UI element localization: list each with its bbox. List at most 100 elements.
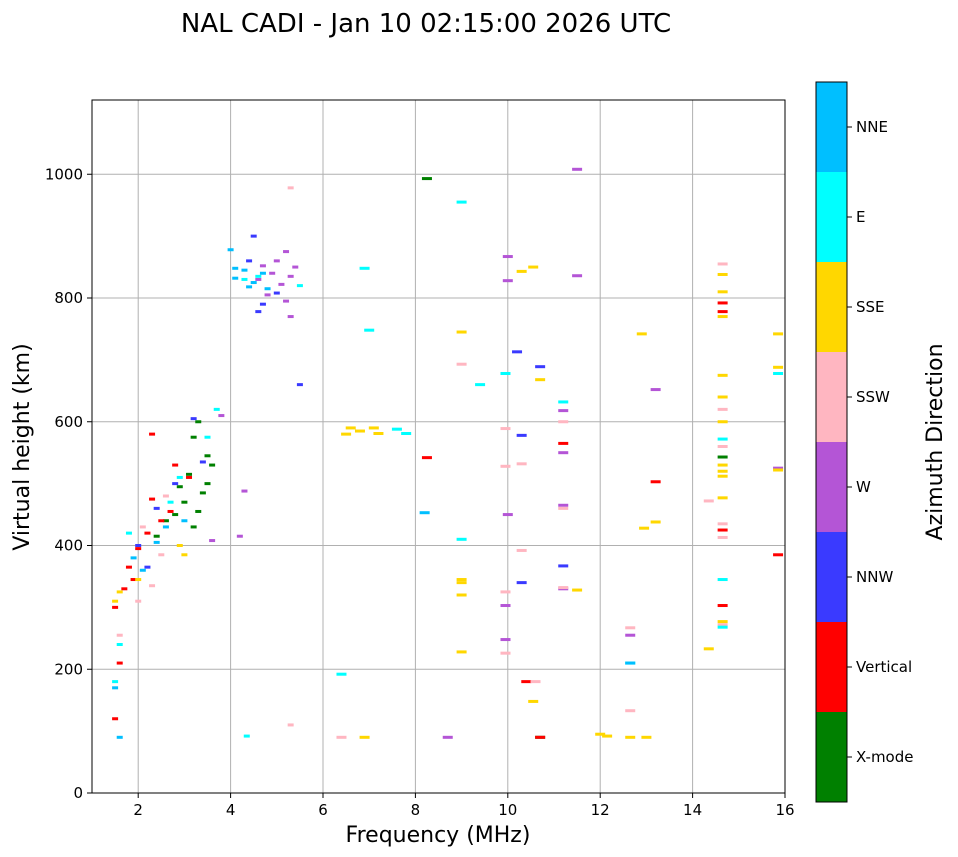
data-point-e <box>558 400 569 404</box>
data-point-x-mode <box>717 455 728 459</box>
data-point-sse <box>456 330 467 334</box>
colorbar-segment <box>816 262 847 352</box>
data-point-w <box>264 293 271 297</box>
data-point-w <box>283 299 290 303</box>
data-point-nnw <box>516 433 527 437</box>
colorbar-segment <box>816 442 847 532</box>
data-point-sse <box>717 315 728 319</box>
data-point-sse <box>717 290 728 294</box>
data-point-e <box>456 200 467 204</box>
data-point-vertical <box>421 456 432 460</box>
data-point-nne <box>264 287 271 291</box>
data-point-w <box>572 167 583 171</box>
data-point-x-mode <box>190 525 197 529</box>
data-point-sse <box>572 588 583 592</box>
data-point-e <box>500 371 511 375</box>
data-point-w <box>558 503 569 507</box>
data-point-nne <box>625 661 636 665</box>
data-point-w <box>502 255 513 259</box>
data-point-nne <box>112 686 119 690</box>
data-point-vertical <box>558 441 569 445</box>
data-point-e <box>167 500 174 504</box>
data-point-sse <box>112 599 119 603</box>
colorbar-segment <box>816 172 847 262</box>
data-point-sse <box>717 496 728 500</box>
data-point-sse <box>456 593 467 597</box>
y-axis-label: Virtual height (km) <box>10 343 35 550</box>
data-point-nnw <box>135 544 142 547</box>
data-point-w <box>236 534 243 538</box>
data-point-e <box>364 328 375 332</box>
data-point-x-mode <box>181 500 188 504</box>
colorbar-tick-label: SSE <box>856 298 885 316</box>
data-point-sse <box>341 432 352 436</box>
y-tick-label: 0 <box>73 784 83 802</box>
data-point-ssw <box>456 362 467 366</box>
data-point-nne <box>250 281 257 285</box>
data-point-vertical <box>773 553 784 557</box>
colorbar-tick-label: NNE <box>856 118 888 136</box>
grid-lines <box>92 100 786 794</box>
data-point-sse <box>717 469 728 473</box>
data-point-nnw <box>273 291 280 295</box>
data-point-sse <box>535 378 546 382</box>
colorbar-segment <box>816 712 847 802</box>
data-point-e <box>241 277 248 281</box>
data-point-nne <box>241 268 248 272</box>
colorbar-segment <box>816 352 847 442</box>
plot-frame <box>91 99 786 794</box>
data-point-vertical <box>149 432 156 436</box>
data-point-sse <box>181 553 188 557</box>
data-point-ssw <box>162 494 169 498</box>
data-point-e <box>112 680 119 684</box>
data-point-nnw <box>259 302 266 306</box>
data-point-nne <box>139 568 146 572</box>
data-point-e <box>391 427 402 431</box>
data-point-nne <box>227 248 234 252</box>
data-point-nne <box>246 285 253 289</box>
y-tick-label: 800 <box>54 289 83 307</box>
data-point-vertical <box>535 735 546 739</box>
data-point-x-mode <box>153 534 160 538</box>
y-axis-ticks: 0 200 400 600 800 1000 <box>45 165 92 802</box>
data-point-vertical <box>112 717 119 721</box>
data-point-sse <box>456 581 467 585</box>
data-point-vertical <box>121 587 128 591</box>
data-point-nne <box>259 271 266 275</box>
data-point-vertical <box>717 310 728 314</box>
data-point-ssw <box>558 586 569 590</box>
data-point-w <box>500 604 511 608</box>
data-point-sse <box>639 526 650 530</box>
colorbar-frame <box>815 81 848 803</box>
data-point-vertical <box>717 528 728 532</box>
data-point-sse <box>528 265 539 269</box>
data-point-sse <box>456 650 467 654</box>
data-point-x-mode <box>190 435 197 439</box>
data-point-w <box>650 388 661 392</box>
data-point-sse <box>773 332 784 336</box>
plot-background <box>92 100 785 793</box>
data-point-w <box>572 274 583 278</box>
data-point-x-mode <box>195 509 202 513</box>
data-point-sse <box>717 272 728 276</box>
data-point-ssw <box>158 553 165 557</box>
data-point-x-mode <box>195 420 202 424</box>
data-point-x-mode <box>176 485 183 489</box>
data-point-sse <box>368 426 379 430</box>
data-point-x-mode <box>204 454 211 458</box>
data-point-e <box>125 531 132 535</box>
data-point-sse <box>359 735 370 739</box>
data-point-vertical <box>116 661 123 665</box>
data-point-w <box>292 265 299 269</box>
colorbar-tick-label: NNW <box>856 568 893 586</box>
data-point-vertical <box>717 604 728 608</box>
data-point-w <box>241 489 248 493</box>
data-point-sse <box>773 365 784 369</box>
data-point-w <box>283 250 290 254</box>
data-point-vertical <box>130 578 137 582</box>
data-point-sse <box>456 578 467 582</box>
x-tick-label: 6 <box>318 801 328 819</box>
data-point-ssw <box>717 623 728 627</box>
data-point-w <box>255 277 262 281</box>
